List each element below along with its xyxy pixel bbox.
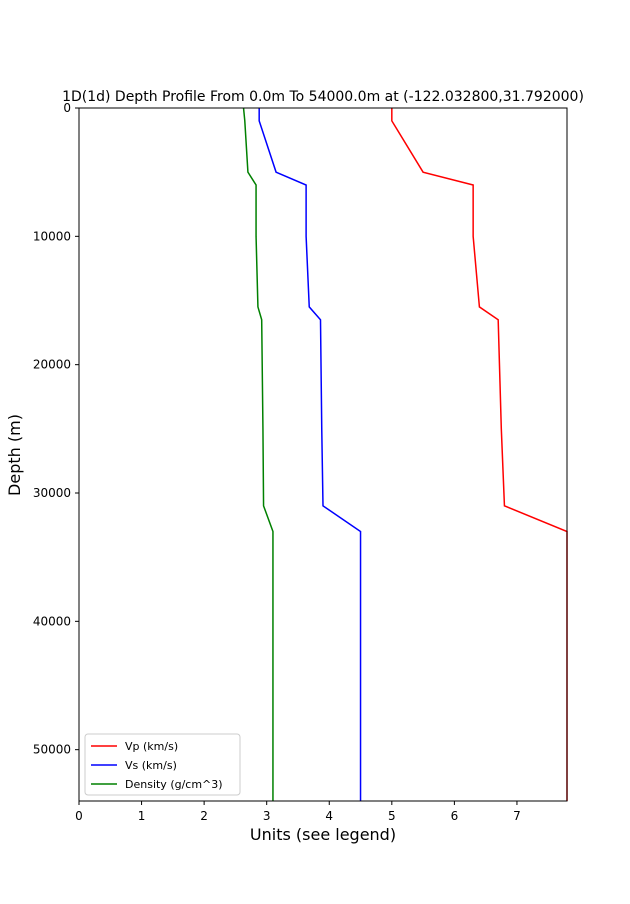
x-tick-label: 4 xyxy=(325,809,333,823)
legend-label: Vp (km/s) xyxy=(125,740,178,753)
x-tick-label: 1 xyxy=(138,809,146,823)
chart-title: 1D(1d) Depth Profile From 0.0m To 54000.… xyxy=(62,89,584,105)
y-tick-label: 20000 xyxy=(33,358,71,372)
y-tick-label: 50000 xyxy=(33,743,71,757)
series-lines xyxy=(242,107,568,801)
legend-label: Vs (km/s) xyxy=(125,759,177,772)
plot-background xyxy=(79,108,567,801)
x-axis-label: Units (see legend) xyxy=(250,825,396,844)
series-line-1 xyxy=(258,108,362,801)
x-tick-label: 3 xyxy=(263,809,271,823)
y-axis-label: Depth (m) xyxy=(5,414,24,496)
plot-area xyxy=(79,108,567,801)
axes: 0 1 2 3 4 5 6 7 0 10000 20000 30000 40000 50000 xyxy=(33,101,568,823)
x-tick-label: 2 xyxy=(200,809,208,823)
legend-label: Density (g/cm^3) xyxy=(125,778,223,791)
series-line-2 xyxy=(242,107,274,801)
x-tick-label: 6 xyxy=(451,809,459,823)
legend: Vp (km/s) Vs (km/s) Density (g/cm^3) xyxy=(84,733,241,796)
x-tick-label: 7 xyxy=(513,809,521,823)
legend-box xyxy=(84,733,241,796)
y-tick-label: 40000 xyxy=(33,614,71,628)
series-line-0 xyxy=(391,108,568,801)
x-tick-label: 5 xyxy=(388,809,396,823)
y-tick-label: 30000 xyxy=(33,486,71,500)
plot-frame xyxy=(78,107,568,802)
x-tick-label: 0 xyxy=(75,809,83,823)
y-tick-label: 10000 xyxy=(33,229,71,243)
y-tick-label: 0 xyxy=(63,101,71,115)
